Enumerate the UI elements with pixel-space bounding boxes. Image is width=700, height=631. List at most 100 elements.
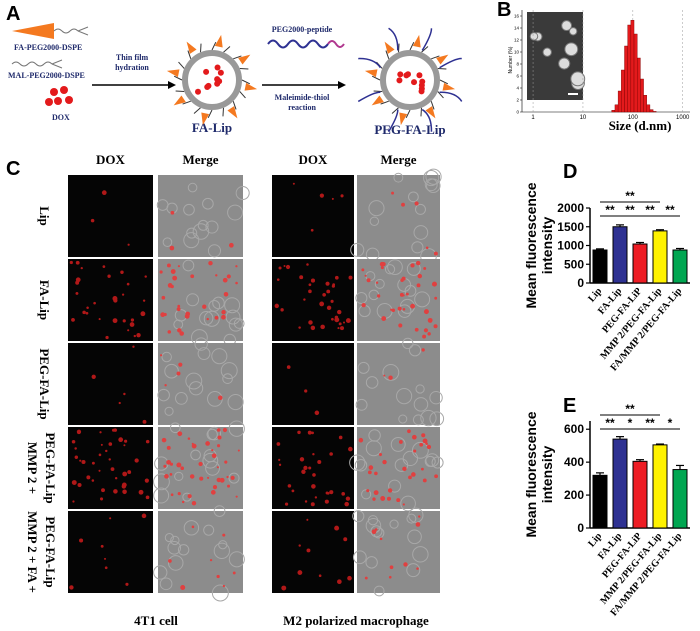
signal [222,533,226,537]
particle [558,57,571,70]
signal [177,304,181,308]
signal [80,266,83,270]
cell [407,529,422,545]
signal [235,281,238,285]
signal [388,375,393,380]
dox-label: DOX [52,113,70,122]
cell [228,551,245,568]
signal [386,496,391,501]
cell [220,362,238,380]
dox-image [68,511,153,593]
signal [77,483,82,488]
signal [161,437,167,443]
signal [401,202,405,207]
signal [202,304,207,309]
tail [232,101,237,110]
signal [235,495,238,498]
tail [391,107,399,114]
signal [298,544,301,547]
signal [387,488,393,493]
signal [160,312,166,318]
drug [214,76,221,83]
signal [379,537,383,541]
signal [118,401,121,405]
signal [423,328,429,333]
fa-peg-label: FA-PEG2000-DSPE [14,43,82,52]
signal [102,265,106,268]
cell [222,373,233,384]
signal [98,318,101,321]
signal [433,324,438,329]
cell [382,364,400,381]
signal [402,307,406,311]
signal [177,265,180,268]
dox-image [68,343,153,425]
signal [133,334,137,338]
tail [409,41,415,51]
signal [376,294,381,298]
cell [367,515,379,526]
cell [183,232,200,249]
signal [332,283,336,286]
signal [71,318,75,322]
signal [410,263,415,268]
signal [407,429,411,434]
signal [341,492,346,496]
signal [112,296,118,302]
signal [168,559,172,563]
signal [337,327,340,330]
cell [429,411,445,427]
signal [144,478,149,483]
signal [142,299,146,302]
cell [174,471,184,482]
signal [297,570,303,576]
folate [364,69,378,78]
signal [308,283,312,287]
signal [163,464,167,468]
cell [429,391,443,405]
cell [227,204,244,221]
peg-peptide [358,57,382,69]
signal [100,544,104,548]
signal [164,384,167,387]
cell [164,406,174,416]
cell [225,309,241,325]
cell [402,337,414,350]
tail [239,91,246,99]
y-tick-label: 0 [577,521,584,535]
cell [413,225,429,240]
signal [358,437,364,443]
row-label: PEG-FA-Lip [37,348,52,419]
y-tick-label: 600 [564,422,584,436]
signal [127,243,130,246]
peptide-label: PEG2000-peptide [272,25,333,34]
signal [191,500,197,506]
signal [170,284,174,289]
cell [423,170,440,187]
signal [163,312,167,317]
tail [239,68,249,70]
panel-label: E [563,395,576,417]
signal [114,477,118,480]
cell [407,191,419,203]
signal [226,475,229,479]
signal [310,325,316,331]
cell [412,546,429,563]
signal [101,190,107,196]
tail [380,100,389,105]
x-tick-label: 100 [628,115,639,121]
signal [176,371,181,376]
row-label: Lip [37,206,52,226]
row-label: FA-Lip [37,280,52,320]
signal [75,277,81,283]
signal [86,306,89,310]
signal [334,275,339,280]
signal [209,558,213,562]
signal [329,452,333,456]
cell [213,542,230,559]
signal [322,292,326,297]
cell [162,237,173,247]
y-tick-label: 2 [516,98,519,103]
signal [276,442,281,446]
row-label: MMP 2 + FA + [25,511,40,593]
